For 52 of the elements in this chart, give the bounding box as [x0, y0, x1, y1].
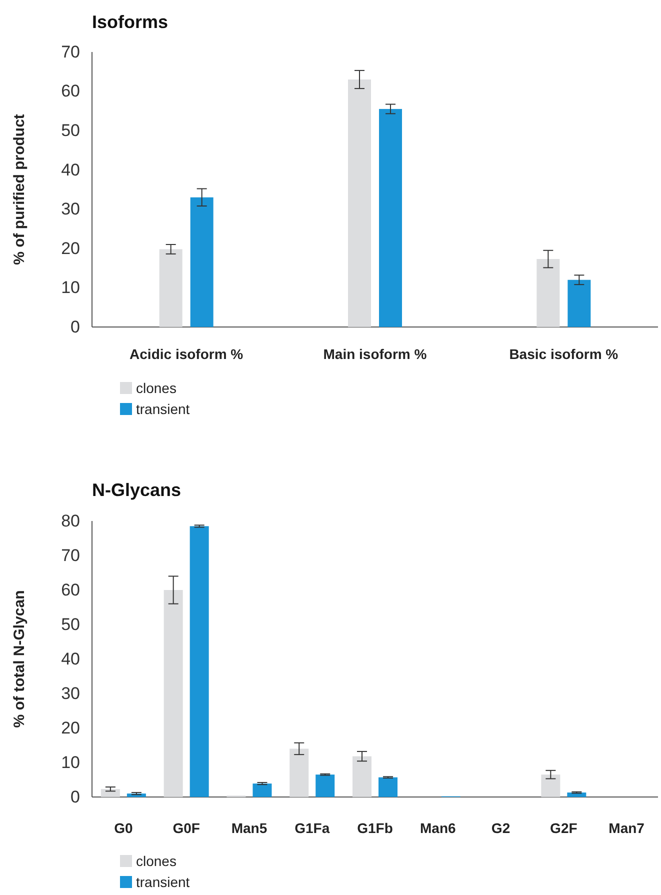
x-tick-label: G1Fa	[294, 820, 330, 836]
y-axis-title: % of total N-Glycan	[11, 590, 28, 728]
legend-label: transient	[136, 874, 190, 890]
bar	[378, 777, 398, 797]
y-tick-label: 40	[61, 649, 80, 668]
bar	[252, 784, 272, 797]
x-tick-label: Main isoform %	[323, 346, 428, 362]
legend-label: clones	[136, 380, 176, 396]
y-tick-label: 10	[61, 752, 80, 772]
y-tick-label: 20	[61, 238, 80, 258]
y-tick-label: 0	[70, 317, 80, 336]
y-tick-label: 40	[61, 160, 80, 180]
x-tick-label: Man5	[231, 820, 268, 836]
bar	[352, 756, 372, 797]
y-tick-label: 60	[61, 580, 80, 600]
x-tick-label: Man7	[608, 820, 645, 836]
y-tick-label: 30	[61, 200, 80, 219]
y-tick-label: 60	[61, 82, 80, 101]
y-tick-label: 70	[61, 546, 80, 565]
legend-label: clones	[136, 853, 176, 869]
x-tick-label: Acidic isoform %	[130, 346, 244, 362]
bar	[100, 789, 120, 797]
y-tick-label: 50	[61, 614, 80, 634]
y-tick-label: 70	[61, 42, 80, 62]
bar	[316, 774, 335, 797]
x-tick-label: G0F	[172, 820, 200, 836]
bar	[159, 249, 182, 327]
x-tick-label: Basic isoform %	[509, 346, 619, 362]
bar	[348, 80, 371, 327]
y-tick-label: 10	[61, 278, 80, 298]
y-tick-label: 20	[61, 718, 80, 738]
chart-title: N-Glycans	[92, 480, 182, 500]
legend-label: transient	[136, 401, 190, 417]
chart-title: Isoforms	[92, 12, 168, 32]
bar	[536, 259, 560, 327]
bar	[290, 748, 309, 797]
bar	[190, 526, 209, 797]
y-tick-label: 80	[61, 511, 80, 530]
bar	[190, 197, 214, 327]
x-tick-label: G0	[114, 820, 133, 836]
y-axis-title: % of purified product	[11, 114, 28, 265]
y-tick-label: 30	[61, 684, 80, 703]
bar	[541, 774, 560, 797]
x-tick-label: G1Fb	[357, 820, 393, 836]
x-tick-label: G2F	[550, 820, 578, 836]
bar	[164, 590, 183, 797]
bar	[379, 108, 402, 327]
y-tick-label: 50	[61, 121, 80, 140]
x-tick-label: Man6	[420, 820, 456, 836]
x-tick-label: G2	[491, 820, 510, 836]
bar	[568, 280, 591, 327]
y-tick-label: 0	[70, 787, 80, 806]
